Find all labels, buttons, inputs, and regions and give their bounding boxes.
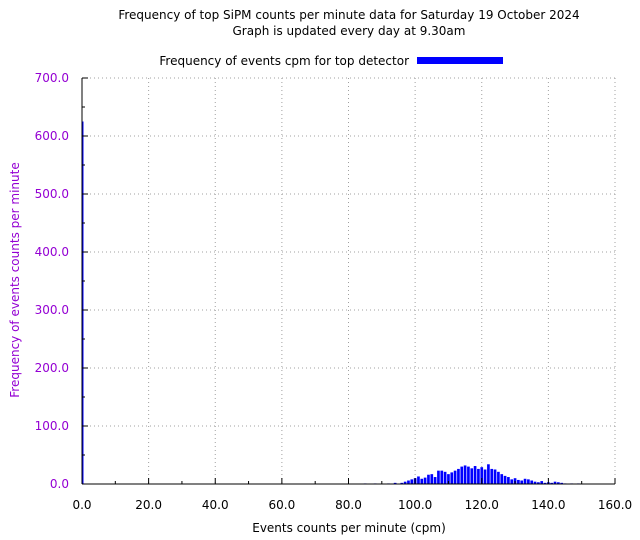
- bar: [510, 479, 514, 484]
- bar: [393, 482, 397, 484]
- bar: [423, 477, 427, 484]
- x-tick-label: 160.0: [598, 498, 632, 512]
- bar: [82, 121, 84, 484]
- bar: [503, 475, 507, 484]
- bar: [480, 467, 484, 484]
- y-tick-label: 100.0: [35, 419, 69, 433]
- bar: [417, 476, 420, 484]
- x-tick-label: 80.0: [335, 498, 362, 512]
- bar: [540, 481, 544, 484]
- bar: [483, 469, 487, 484]
- y-tick-label: 700.0: [35, 71, 69, 85]
- x-tick-label: 40.0: [202, 498, 229, 512]
- bar: [537, 482, 540, 484]
- bar: [407, 480, 410, 484]
- y-axis-label: Frequency of events counts per minute: [8, 162, 22, 397]
- bar: [490, 468, 494, 484]
- bar: [553, 481, 557, 484]
- bar: [507, 477, 510, 484]
- bar: [477, 468, 480, 484]
- x-tick-label: 60.0: [269, 498, 296, 512]
- x-ticks: 0.0 20.0 40.0 60.0 80.0 100.0 120.0 140.0 160.0: [72, 478, 632, 512]
- y-tick-label: 500.0: [35, 187, 69, 201]
- bar: [530, 480, 534, 484]
- legend-swatch: [417, 57, 503, 64]
- bar: [533, 481, 537, 484]
- bar: [460, 466, 464, 484]
- bars: [82, 121, 580, 484]
- bar: [550, 482, 554, 484]
- x-tick-label: 120.0: [465, 498, 499, 512]
- bar: [430, 474, 434, 484]
- bar: [520, 480, 524, 484]
- x-tick-label: 0.0: [72, 498, 91, 512]
- bar: [433, 477, 437, 484]
- x-tick-label: 100.0: [398, 498, 432, 512]
- bar: [400, 482, 404, 484]
- chart-subtitle: Graph is updated every day at 9.30am: [233, 24, 466, 38]
- bar: [447, 474, 450, 484]
- y-tick-label: 300.0: [35, 303, 69, 317]
- bar: [557, 482, 560, 484]
- y-tick-label: 400.0: [35, 245, 69, 259]
- bar: [560, 482, 564, 484]
- bar: [463, 465, 467, 484]
- bar: [467, 466, 470, 484]
- x-tick-label: 20.0: [135, 498, 162, 512]
- legend: Frequency of events cpm for top detector: [159, 54, 503, 68]
- y-tick-label: 0.0: [50, 477, 69, 491]
- bar: [457, 468, 460, 484]
- bar: [523, 478, 527, 484]
- legend-label: Frequency of events cpm for top detector: [159, 54, 409, 68]
- bar: [453, 470, 457, 484]
- bar: [440, 470, 444, 484]
- bar: [437, 470, 440, 484]
- bar: [527, 479, 530, 484]
- bar: [450, 472, 454, 484]
- y-tick-label: 200.0: [35, 361, 69, 375]
- bar: [497, 471, 500, 484]
- grid: [82, 77, 616, 484]
- bar: [470, 468, 474, 484]
- y-tick-label: 600.0: [35, 129, 69, 143]
- bar: [443, 471, 447, 484]
- bar: [403, 481, 407, 484]
- bar: [487, 464, 490, 484]
- bar: [500, 474, 504, 484]
- bar: [493, 469, 497, 484]
- bar: [543, 482, 547, 484]
- y-ticks: 0.0 100.0 200.0 300.0 400.0 500.0 600.0 700.0: [35, 71, 88, 491]
- bar: [517, 479, 520, 484]
- chart-title: Frequency of top SiPM counts per minute …: [118, 8, 579, 22]
- bar: [420, 478, 424, 484]
- x-tick-label: 140.0: [531, 498, 565, 512]
- x-axis-label: Events counts per minute (cpm): [252, 521, 446, 535]
- bar: [427, 474, 430, 484]
- bar: [473, 466, 477, 484]
- bar: [410, 479, 414, 484]
